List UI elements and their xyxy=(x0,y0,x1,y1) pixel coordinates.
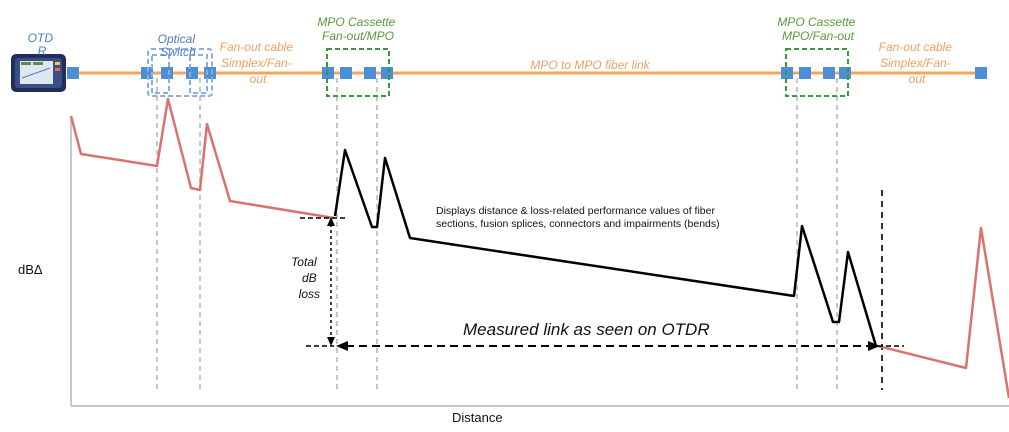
connector xyxy=(141,67,153,79)
connector xyxy=(839,67,851,79)
connector xyxy=(823,67,835,79)
axes xyxy=(70,118,1009,407)
connector xyxy=(204,67,216,79)
x-axis-label: Distance xyxy=(452,410,503,425)
measured-link-label: Measured link as seen on OTDR xyxy=(463,320,710,339)
trace-before-link xyxy=(69,97,335,220)
connector xyxy=(67,67,79,79)
connector xyxy=(799,67,811,79)
connector xyxy=(161,67,173,79)
description-text: Displays distance & loss-related perform… xyxy=(436,205,720,230)
optical-switch-box xyxy=(147,48,213,97)
trace-link xyxy=(333,148,878,347)
trace-after-link xyxy=(877,226,1009,399)
guide-lines xyxy=(156,78,838,390)
y-axis-label: dBΔ xyxy=(18,262,43,277)
optical-switch-label: Optical Switch xyxy=(158,32,199,59)
connectors xyxy=(67,67,987,79)
mpo-cassette-left-label: MPO Cassette Fan-out/MPO xyxy=(317,15,398,43)
mpo-link-label: MPO to MPO fiber link xyxy=(530,58,650,72)
connector xyxy=(340,67,352,79)
measured-link-arrow xyxy=(336,341,904,351)
otdr-device-icon xyxy=(11,54,66,92)
fanout-right-label: Fan-out cable Simplex/Fan- out xyxy=(879,40,956,86)
mpo-cassette-left-box xyxy=(326,48,390,97)
connector xyxy=(975,67,987,79)
otdr-label: OTD R xyxy=(28,31,57,58)
mpo-cassette-right-label: MPO Cassette MPO/Fan-out xyxy=(777,15,858,43)
connector xyxy=(364,67,376,79)
connector xyxy=(186,67,198,79)
total-loss-label: Total dB loss xyxy=(291,255,320,301)
connector xyxy=(381,67,393,79)
total-loss-arrow xyxy=(327,217,335,346)
fanout-left-label: Fan-out cable Simplex/Fan- out xyxy=(220,40,297,86)
mpo-cassette-right-box xyxy=(785,48,849,97)
